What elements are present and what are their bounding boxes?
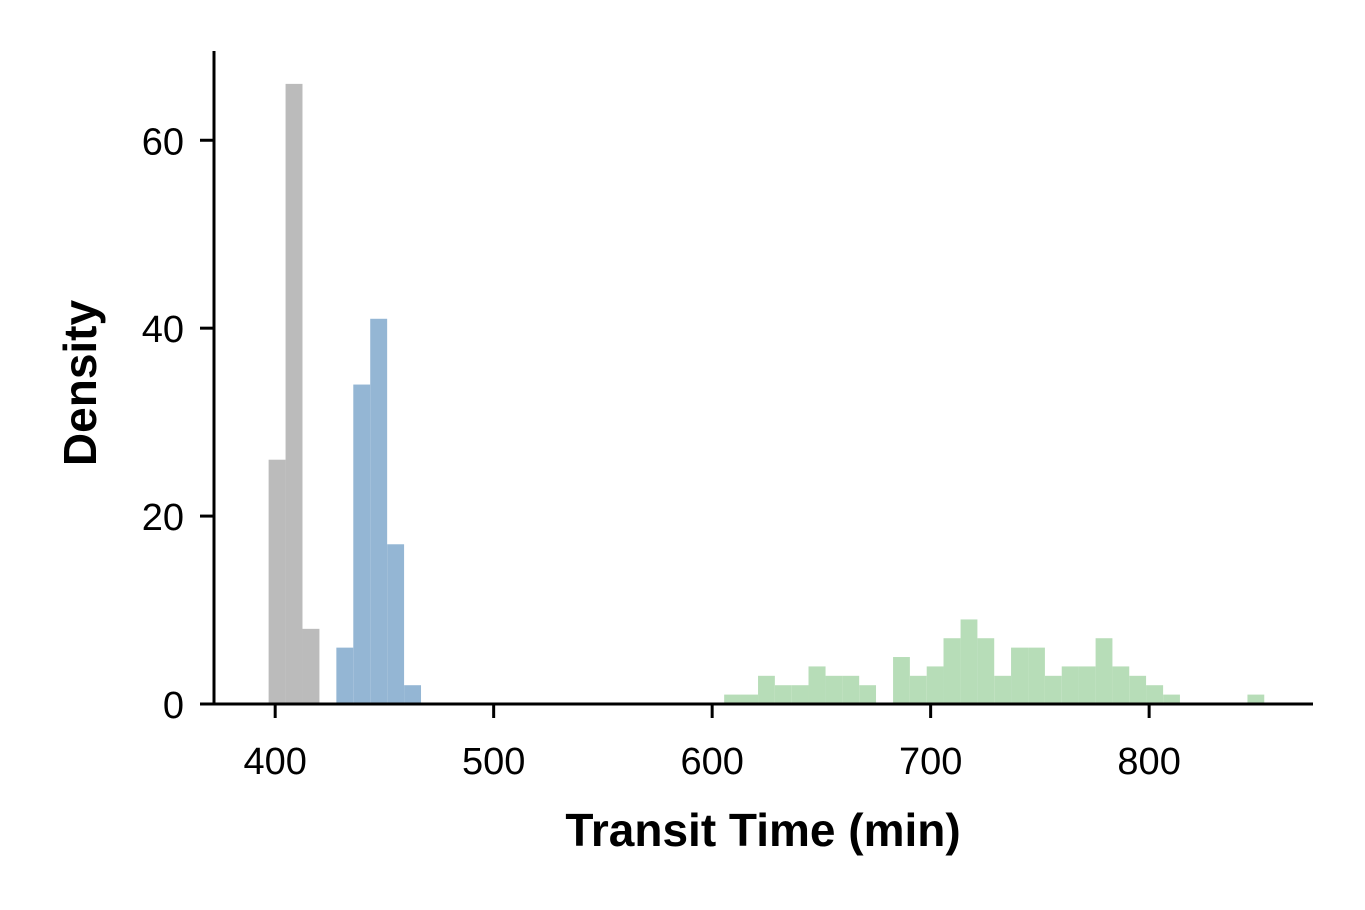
x-tick-label: 500	[462, 741, 525, 783]
x-tick-label: 700	[899, 741, 962, 783]
histogram-bar-series1-bin3	[302, 628, 320, 704]
histogram-bar-series3-bin18	[1011, 647, 1029, 704]
histogram-bar-series2-bin4	[387, 544, 405, 704]
y-ticks-group: 0 20 40 60	[142, 121, 214, 727]
y-tick-label: 0	[163, 685, 184, 727]
bars-group	[268, 83, 1265, 704]
histogram-bar-series3-bin9	[859, 685, 877, 704]
histogram-bar-series3-bin6	[808, 666, 826, 704]
histogram-bar-series3-bin26	[1146, 685, 1164, 704]
histogram-bar-series3-bin24	[1112, 666, 1130, 704]
histogram-bar-series2-bin2	[353, 384, 371, 704]
histogram-bar-series2-bin5	[404, 685, 422, 704]
histogram-bar-series3-bin32	[1247, 694, 1265, 704]
histogram-bar-series3-bin2	[741, 694, 759, 704]
histogram-bar-series3-bin5	[791, 685, 809, 704]
histogram-bar-series3-bin11	[893, 657, 910, 704]
histogram-bar-series3-bin22	[1078, 666, 1096, 704]
histogram-bar-series1-bin1	[268, 459, 286, 704]
histogram-bar-series3-bin19	[1028, 647, 1045, 704]
histogram-bar-series2-bin1	[336, 647, 354, 704]
x-tick-label: 800	[1117, 741, 1180, 783]
histogram-bar-series3-bin23	[1095, 638, 1113, 704]
histogram-bar-series3-bin20	[1044, 675, 1062, 704]
y-tick-label: 20	[142, 497, 184, 539]
histogram-bar-series3-bin17	[994, 675, 1012, 704]
histogram-bar-series3-bin25	[1129, 675, 1147, 704]
y-tick-label: 60	[142, 121, 184, 163]
x-ticks-group: 400 500 600 700 800	[243, 704, 1181, 783]
histogram-bar-series3-bin1	[724, 694, 741, 704]
histogram-bar-series3-bin8	[842, 675, 860, 704]
x-tick-label: 400	[243, 741, 306, 783]
histogram-bar-series3-bin4	[774, 685, 792, 704]
histogram-bar-series3-bin16	[977, 638, 995, 704]
histogram-bar-series2-bin3	[370, 318, 388, 704]
histogram-bar-series3-bin3	[758, 675, 775, 704]
y-axis-title: Density	[54, 300, 106, 467]
histogram-bar-series3-bin13	[926, 666, 944, 704]
histogram-bar-series3-bin14	[943, 638, 961, 704]
histogram-bar-series1-bin2	[285, 83, 303, 704]
histogram-bar-series3-bin27	[1163, 694, 1180, 704]
histogram-bar-series3-bin12	[909, 675, 927, 704]
x-axis-title: Transit Time (min)	[565, 804, 960, 856]
histogram-bar-series3-bin15	[960, 619, 978, 704]
y-tick-label: 40	[142, 309, 184, 351]
histogram-bar-series3-bin21	[1061, 666, 1079, 704]
histogram-bar-series3-bin7	[825, 675, 843, 704]
x-tick-label: 600	[680, 741, 743, 783]
